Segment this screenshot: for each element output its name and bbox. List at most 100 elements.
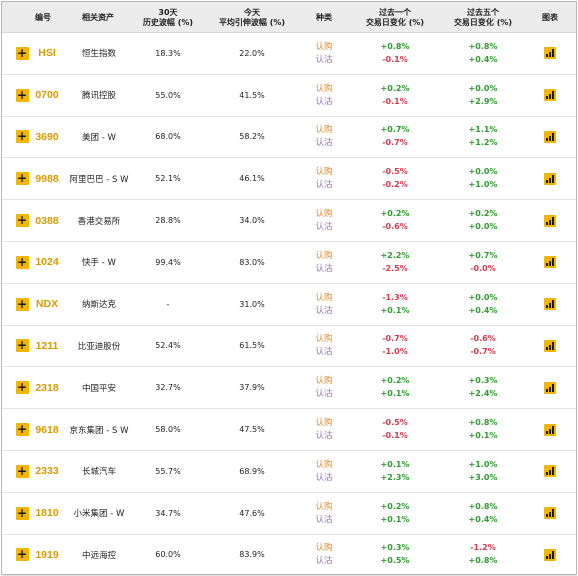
- 1day-put-change: +2.3%: [380, 472, 410, 482]
- bar-chart-icon[interactable]: [544, 507, 556, 520]
- asset-code-link[interactable]: 1024: [35, 256, 59, 269]
- bar-chart-icon-bar: [549, 177, 551, 183]
- call-link[interactable]: 认购: [315, 125, 333, 136]
- call-link[interactable]: 认购: [315, 418, 333, 429]
- call-link[interactable]: 认购: [315, 83, 333, 94]
- asset-code-link[interactable]: 9618: [35, 423, 59, 436]
- add-watchlist-button[interactable]: +: [15, 171, 29, 186]
- asset-code-link[interactable]: 1919: [35, 548, 59, 561]
- 1day-call-change: +0.2%: [380, 501, 410, 511]
- call-link[interactable]: 认购: [315, 334, 333, 345]
- add-watchlist-button[interactable]: +: [15, 338, 29, 353]
- add-watchlist-button[interactable]: +: [15, 380, 29, 395]
- add-watchlist-button[interactable]: +: [15, 463, 29, 478]
- 5day-call-change: +0.0%: [468, 83, 498, 93]
- call-link[interactable]: 认购: [315, 543, 333, 554]
- asset-cell: 比亚迪股份: [60, 326, 138, 367]
- 1day-put-change: +0.1%: [380, 514, 410, 524]
- asset-code-link[interactable]: 3690: [35, 130, 59, 143]
- bar-chart-icon[interactable]: [544, 423, 556, 436]
- type-cell: 认购 认沽: [302, 75, 346, 116]
- put-link[interactable]: 认沽: [315, 263, 333, 274]
- bar-chart-icon[interactable]: [544, 214, 556, 227]
- hv-cell: 34.7%: [130, 493, 206, 534]
- asset-code-link[interactable]: 0700: [35, 89, 59, 102]
- table-body: + HSI 恒生指数 18.3% 22.0% 认购 认沽 +0.8% -0.1%…: [2, 33, 576, 576]
- chart-cell: [543, 200, 557, 241]
- call-link[interactable]: 认购: [315, 209, 333, 220]
- bar-chart-icon-bar: [552, 509, 554, 518]
- bar-chart-icon-bar: [546, 472, 548, 476]
- put-link[interactable]: 认沽: [315, 222, 333, 233]
- put-link[interactable]: 认沽: [315, 138, 333, 149]
- asset-cell: 腾讯控股: [60, 75, 138, 116]
- bar-chart-icon[interactable]: [544, 298, 556, 311]
- call-link[interactable]: 认购: [315, 376, 333, 387]
- asset-code-link[interactable]: NDX: [35, 298, 59, 311]
- add-cell: +: [14, 75, 30, 116]
- asset-code-link[interactable]: 0388: [35, 214, 59, 227]
- asset-code-link[interactable]: 1810: [35, 507, 59, 520]
- add-watchlist-button[interactable]: +: [15, 505, 29, 520]
- asset-name: 比亚迪股份: [77, 341, 121, 352]
- put-link[interactable]: 认沽: [315, 347, 333, 358]
- put-link[interactable]: 认沽: [315, 96, 333, 107]
- bar-chart-icon[interactable]: [544, 130, 556, 143]
- header-1day-change: 过去一个 交易日变化 (%): [365, 7, 425, 27]
- add-watchlist-button[interactable]: +: [15, 45, 29, 60]
- put-link[interactable]: 认沽: [315, 472, 333, 483]
- hv-cell: 28.8%: [130, 200, 206, 241]
- bar-chart-icon-bar: [546, 555, 548, 559]
- add-watchlist-button[interactable]: +: [15, 213, 29, 228]
- hv-cell: 68.0%: [130, 117, 206, 158]
- table-row: + HSI 恒生指数 18.3% 22.0% 认购 认沽 +0.8% -0.1%…: [2, 33, 576, 75]
- bar-chart-icon-bar: [549, 553, 551, 559]
- bar-chart-icon-bar: [549, 344, 551, 350]
- call-link[interactable]: 认购: [315, 41, 333, 52]
- asset-code-link[interactable]: 9988: [35, 172, 59, 185]
- bar-chart-icon-bar: [549, 135, 551, 141]
- call-link[interactable]: 认购: [315, 459, 333, 470]
- call-link[interactable]: 认购: [315, 501, 333, 512]
- call-link[interactable]: 认购: [315, 292, 333, 303]
- chart-cell: [543, 409, 557, 450]
- hv-cell: 52.1%: [130, 158, 206, 199]
- bar-chart-icon[interactable]: [544, 256, 556, 269]
- put-link[interactable]: 认沽: [315, 54, 333, 65]
- bar-chart-icon[interactable]: [544, 172, 556, 185]
- call-link[interactable]: 认购: [315, 167, 333, 178]
- add-watchlist-button[interactable]: +: [15, 254, 29, 269]
- bar-chart-icon[interactable]: [544, 548, 556, 561]
- asset-code-link[interactable]: 2318: [35, 381, 59, 394]
- add-watchlist-button[interactable]: +: [15, 87, 29, 102]
- add-watchlist-button[interactable]: +: [15, 422, 29, 437]
- 1day-call-change: -1.3%: [382, 292, 408, 302]
- iv-cell: 83.9%: [206, 535, 298, 576]
- bar-chart-icon[interactable]: [544, 47, 556, 60]
- bar-chart-icon-bar: [549, 52, 551, 58]
- asset-code-link[interactable]: HSI: [38, 47, 56, 60]
- bar-chart-icon[interactable]: [544, 465, 556, 478]
- bar-chart-icon[interactable]: [544, 339, 556, 352]
- bar-chart-icon[interactable]: [544, 381, 556, 394]
- add-watchlist-button[interactable]: +: [15, 129, 29, 144]
- add-watchlist-button[interactable]: +: [15, 547, 29, 562]
- put-link[interactable]: 认沽: [315, 431, 333, 442]
- code-cell: 1810: [30, 493, 64, 534]
- put-link[interactable]: 认沽: [315, 305, 333, 316]
- add-watchlist-button[interactable]: +: [15, 296, 29, 311]
- put-link[interactable]: 认沽: [315, 514, 333, 525]
- put-link[interactable]: 认沽: [315, 389, 333, 400]
- add-cell: +: [14, 367, 30, 408]
- hv-cell: 55.7%: [130, 451, 206, 492]
- call-link[interactable]: 认购: [315, 250, 333, 261]
- table-row: + 2318 中国平安 32.7% 37.9% 认购 认沽 +0.2% +0.1…: [2, 367, 576, 410]
- asset-code-link[interactable]: 2333: [35, 465, 59, 478]
- asset-code-link[interactable]: 1211: [35, 339, 59, 352]
- add-cell: +: [14, 451, 30, 492]
- iv-cell: 83.0%: [206, 242, 298, 283]
- bar-chart-icon[interactable]: [544, 89, 556, 102]
- put-link[interactable]: 认沽: [315, 180, 333, 191]
- put-link[interactable]: 认沽: [315, 556, 333, 567]
- hv-cell: 55.0%: [130, 75, 206, 116]
